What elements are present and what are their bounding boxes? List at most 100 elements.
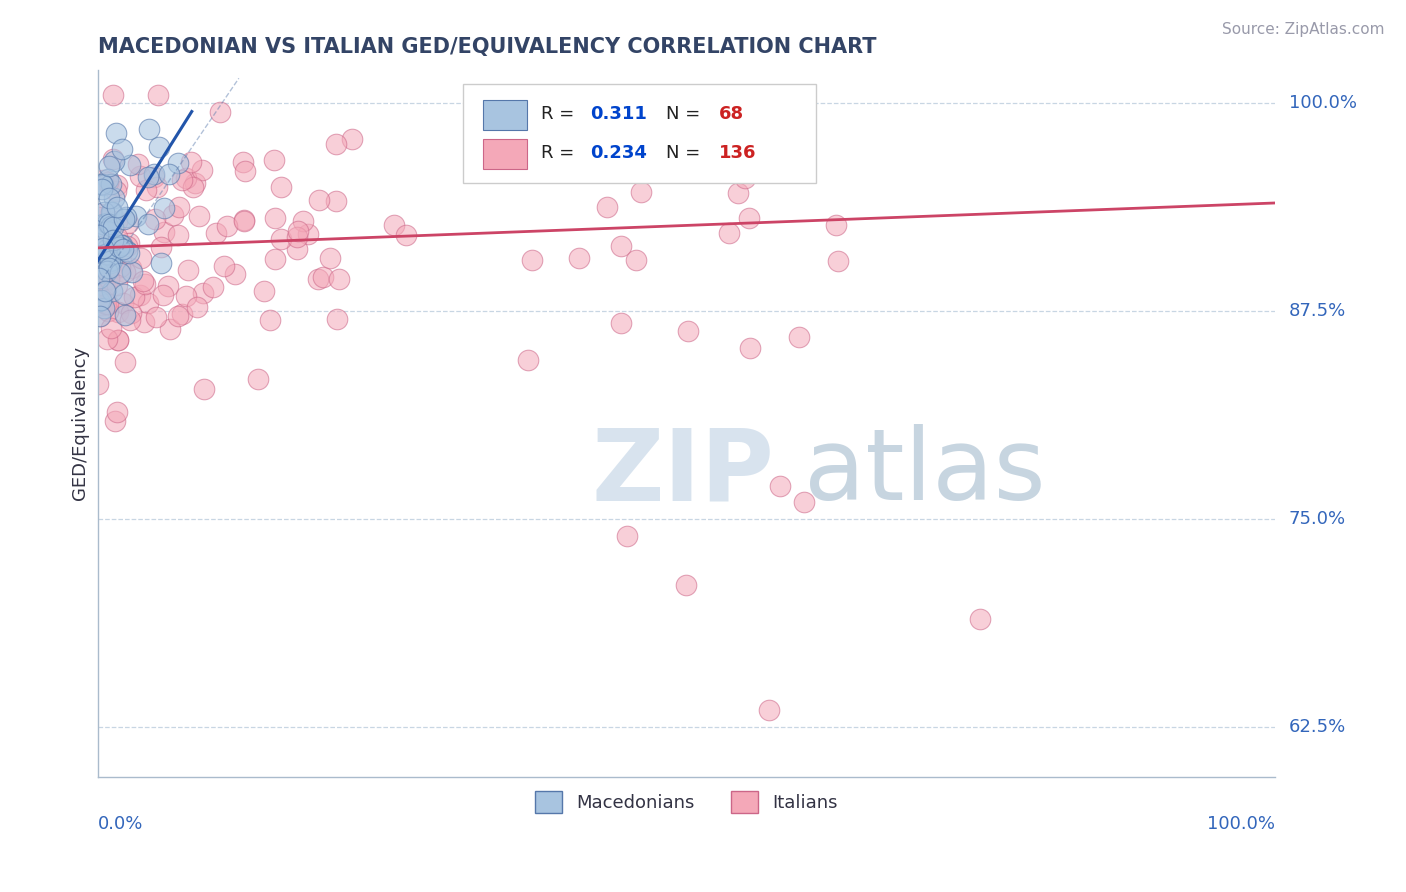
Point (87, 271, 110, 285)
Point (610, 317, 633, 331)
Point (129, 169, 152, 183)
Point (325, 194, 347, 209)
Point (103, 244, 125, 258)
Point (107, 305, 129, 319)
Point (824, 218, 846, 232)
Point (318, 251, 340, 265)
Point (253, 284, 276, 298)
Point (94, 246, 117, 260)
Point (209, 105, 232, 120)
Text: R =: R = (541, 145, 581, 162)
Point (100, 321, 122, 335)
Point (129, 251, 152, 265)
Point (108, 240, 131, 254)
Point (101, 285, 124, 299)
Point (118, 235, 141, 250)
Text: Source: ZipAtlas.com: Source: ZipAtlas.com (1222, 22, 1385, 37)
Point (101, 204, 124, 219)
Point (90, 293, 112, 308)
Point (120, 261, 142, 276)
Point (136, 217, 159, 231)
Point (91, 273, 114, 287)
Point (98, 253, 121, 268)
Point (101, 253, 124, 268)
Point (162, 208, 184, 222)
Point (93, 301, 115, 316)
Point (134, 277, 156, 291)
Point (138, 170, 160, 185)
Point (717, 226, 740, 240)
Point (247, 372, 270, 386)
Point (91, 289, 114, 303)
Point (138, 122, 160, 136)
Point (98, 270, 121, 285)
Point (624, 253, 647, 268)
Point (793, 495, 815, 509)
Point (153, 225, 176, 239)
Point (110, 266, 132, 280)
Point (104, 184, 127, 198)
Point (94, 279, 117, 293)
Point (100, 219, 122, 234)
Point (125, 209, 148, 223)
FancyBboxPatch shape (463, 84, 815, 183)
Point (112, 212, 135, 227)
Point (103, 220, 125, 235)
Point (769, 478, 792, 492)
Point (94, 284, 117, 298)
Point (270, 180, 292, 194)
Point (827, 254, 849, 268)
Point (270, 232, 292, 246)
Point (87, 219, 110, 234)
Point (152, 288, 174, 302)
Point (105, 200, 128, 214)
Point (124, 290, 146, 304)
Point (89, 309, 111, 323)
Point (170, 308, 193, 322)
Text: 62.5%: 62.5% (1289, 718, 1346, 736)
Point (89, 256, 111, 270)
Point (186, 300, 208, 314)
Text: 75.0%: 75.0% (1289, 510, 1346, 528)
Point (87, 265, 110, 279)
Text: 68: 68 (718, 105, 744, 123)
Point (145, 310, 167, 325)
Text: 100.0%: 100.0% (1206, 815, 1275, 833)
Point (91, 277, 114, 292)
Point (120, 305, 142, 319)
Point (152, 201, 174, 215)
Point (107, 405, 129, 419)
Point (150, 256, 173, 270)
Point (328, 271, 350, 285)
Point (105, 238, 128, 252)
Point (233, 163, 256, 178)
Point (146, 179, 169, 194)
Point (115, 239, 138, 253)
Point (97, 217, 120, 231)
Point (103, 152, 125, 166)
Point (174, 170, 197, 185)
Point (89, 207, 111, 221)
Text: N =: N = (666, 105, 706, 123)
Point (146, 87, 169, 102)
Point (104, 414, 127, 428)
Point (121, 265, 143, 279)
Point (520, 253, 543, 268)
Text: 0.0%: 0.0% (97, 815, 143, 833)
Legend: Macedonians, Italians: Macedonians, Italians (527, 784, 845, 821)
Point (669, 163, 692, 178)
Point (285, 243, 308, 257)
Point (114, 355, 136, 369)
Point (90, 182, 112, 196)
Point (97, 191, 120, 205)
Point (312, 269, 335, 284)
Point (136, 296, 159, 310)
Point (340, 131, 363, 145)
Point (191, 162, 214, 177)
Point (91, 177, 114, 191)
Point (114, 308, 136, 322)
Point (326, 311, 349, 326)
Point (111, 237, 134, 252)
Point (114, 265, 136, 279)
Point (610, 239, 633, 253)
